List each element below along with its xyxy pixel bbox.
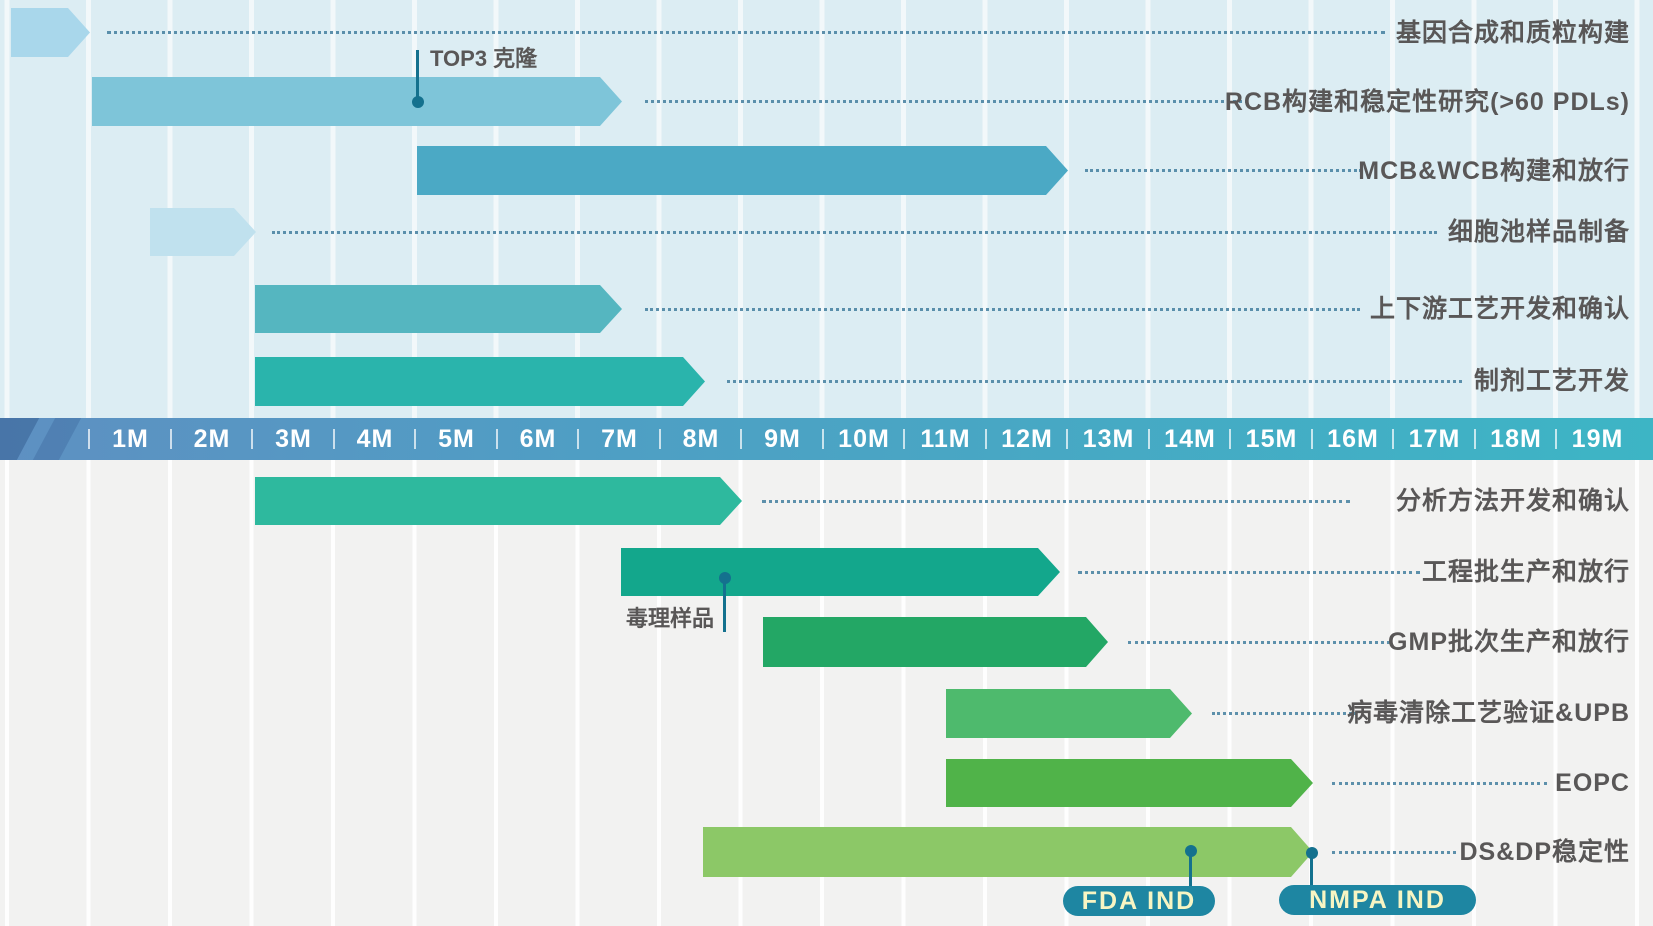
leader-line — [1128, 641, 1390, 644]
leader-line — [1078, 571, 1420, 574]
task-label-eopc: EOPC — [1555, 769, 1630, 797]
axis-label-3m: 3M — [275, 425, 312, 453]
axis-label-1m: 1M — [112, 425, 149, 453]
leader-line — [1332, 782, 1547, 785]
toxicology-sample-marker-line — [723, 575, 726, 632]
axis-label-2m: 2M — [193, 425, 231, 453]
axis-label-13m: 13M — [1082, 425, 1135, 453]
axis-tick — [1392, 429, 1394, 449]
task-bar-ds-dp-stability — [703, 827, 1313, 877]
axis-tick — [495, 429, 498, 449]
axis-label-10m: 10M — [838, 425, 890, 453]
task-label-cell-pool: 细胞池样品制备 — [1447, 218, 1630, 246]
task-bar-updownstream-process — [255, 285, 622, 333]
axis-tick — [1555, 429, 1557, 449]
task-label-mcb-wcb: MCB&WCB构建和放行 — [1358, 157, 1630, 185]
axis-tick — [658, 429, 661, 449]
task-bar-mcb-wcb — [417, 146, 1068, 195]
leader-line — [645, 308, 1360, 311]
top3-clone-marker-line — [416, 50, 419, 103]
axis-tick — [903, 429, 905, 449]
leader-line — [272, 231, 1437, 234]
axis-tick — [740, 429, 742, 449]
nmpa-ind-marker-line — [1310, 851, 1313, 889]
top3-clone-marker-dot — [411, 96, 424, 108]
task-bar-engineering-batch — [621, 548, 1060, 596]
axis-label-7m: 7M — [601, 425, 638, 453]
axis-label-16m: 16M — [1327, 425, 1379, 453]
axis-label-4m: 4M — [356, 425, 394, 453]
leader-line — [1212, 712, 1357, 715]
task-label-engineering-batch: 工程批生产和放行 — [1421, 558, 1630, 586]
task-label-analytical-method: 分析方法开发和确认 — [1395, 487, 1630, 515]
upper-grid-background — [0, 0, 1653, 418]
toxicology-sample-label: 毒理样品 — [625, 606, 714, 631]
axis-tick — [577, 429, 579, 449]
nmpa-ind-badge: NMPA IND — [1279, 885, 1476, 915]
task-bar-analytical-method — [255, 477, 742, 525]
axis-label-19m: 19M — [1571, 425, 1624, 453]
top3-clone-label: TOP3 克隆 — [430, 46, 538, 71]
axis-label-5m: 5M — [438, 425, 475, 453]
leader-line — [1085, 169, 1362, 172]
leader-line — [107, 31, 1385, 34]
task-bar-rcb — [92, 77, 622, 126]
axis-label-8m: 8M — [682, 425, 720, 453]
task-label-gene-synthesis: 基因合成和质粒构建 — [1395, 19, 1630, 47]
axis-tick — [984, 429, 987, 449]
task-bar-formulation-process — [255, 357, 705, 406]
task-bar-eopc — [946, 759, 1313, 807]
toxicology-sample-marker-dot — [718, 572, 731, 584]
nmpa-ind-marker-dot — [1305, 847, 1318, 859]
task-bar-cell-pool — [150, 208, 256, 256]
axis-label-15m: 15M — [1245, 425, 1298, 453]
leader-line — [645, 100, 1248, 103]
lower-grid-background — [0, 460, 1653, 926]
task-label-gmp-batch: GMP批次生产和放行 — [1388, 628, 1630, 656]
leader-line — [1332, 851, 1456, 854]
axis-tick — [88, 429, 90, 449]
axis-decorative-streak — [27, 418, 87, 460]
fda-ind-marker-line — [1189, 849, 1192, 889]
timeline-axis: 1M 2M 3M 4M 5M 6M 7M 8M 9M 10M 11M 12M 1… — [0, 418, 1653, 460]
axis-label-11m: 11M — [920, 425, 971, 453]
task-label-updownstream-process: 上下游工艺开发和确认 — [1369, 295, 1630, 323]
task-label-viral-clearance: 病毒清除工艺验证&UPB — [1347, 699, 1630, 727]
fda-ind-badge: FDA IND — [1063, 886, 1215, 916]
axis-label-14m: 14M — [1164, 425, 1216, 453]
axis-tick — [1147, 429, 1150, 449]
axis-tick — [251, 429, 253, 449]
axis-label-12m: 12M — [1001, 425, 1053, 453]
leader-line — [762, 500, 1350, 503]
axis-tick — [1473, 429, 1476, 449]
axis-tick — [169, 429, 172, 449]
task-label-rcb: RCB构建和稳定性研究(>60 PDLs) — [1224, 88, 1630, 116]
axis-label-18m: 18M — [1490, 425, 1542, 453]
axis-label-17m: 17M — [1408, 425, 1461, 453]
axis-label-9m: 9M — [764, 425, 801, 453]
axis-tick — [332, 429, 335, 449]
task-label-formulation-process: 制剂工艺开发 — [1473, 367, 1630, 395]
axis-tick — [821, 429, 824, 449]
leader-line — [727, 380, 1462, 383]
axis-tick — [1310, 429, 1313, 449]
axis-label-6m: 6M — [519, 425, 557, 453]
task-label-ds-dp-stability: DS&DP稳定性 — [1459, 838, 1630, 866]
axis-tick — [414, 429, 416, 449]
task-bar-viral-clearance — [946, 689, 1192, 738]
task-bar-gmp-batch — [763, 617, 1108, 667]
axis-tick — [1066, 429, 1068, 449]
axis-tick — [1229, 429, 1231, 449]
fda-ind-marker-dot — [1184, 845, 1197, 857]
